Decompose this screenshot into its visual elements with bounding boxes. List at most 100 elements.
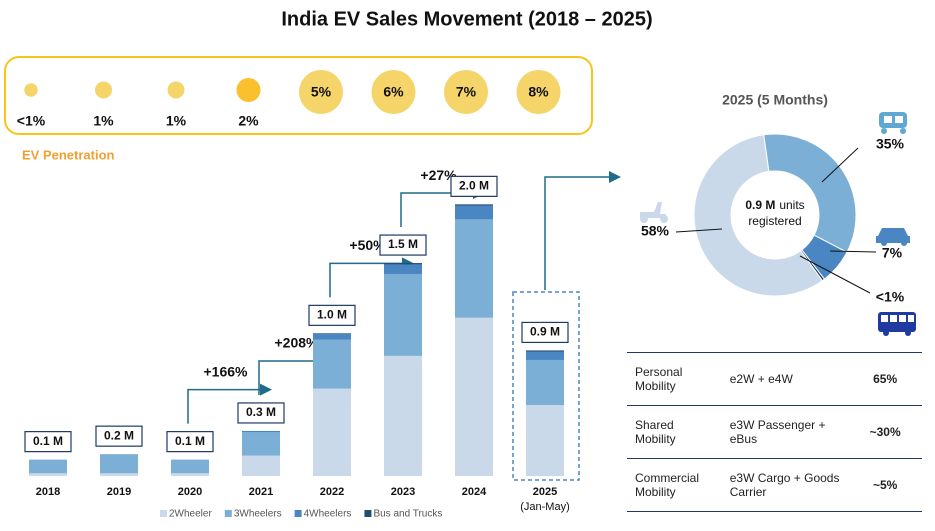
leader-line (821, 147, 859, 183)
donut-center-value: 0.9 M (745, 198, 775, 212)
bar-segment (455, 204, 493, 206)
donut-label: 7% (882, 245, 903, 261)
bar-segment (526, 359, 564, 406)
total-label: 0.1 M (33, 434, 63, 448)
total-label: 0.3 M (246, 405, 276, 419)
legend-swatch (160, 510, 167, 517)
x-tick-label: 2020 (178, 486, 202, 498)
bus-icon (878, 312, 916, 336)
total-label-box (308, 304, 356, 326)
legend-label: 2Wheeler (169, 509, 212, 520)
bar-segment (313, 388, 351, 476)
rickshaw-icon (879, 112, 907, 134)
penetration-title: EV Penetration (22, 147, 115, 162)
table-cell: e3W Cargo + Goods Carrier (721, 458, 849, 512)
donut-arrow (544, 171, 621, 290)
bar-segment (384, 264, 422, 274)
x-tick-label: 2018 (36, 486, 60, 498)
table-cell: Commercial Mobility (627, 458, 722, 512)
x-tick-label: 2021 (249, 486, 273, 498)
bar-segment (100, 473, 138, 476)
growth-label: +166% (204, 363, 249, 379)
bar-segment (100, 454, 138, 474)
growth-label: +50% (349, 237, 386, 253)
mobility-table: Personal Mobility e2W + e4W 65% Shared Mobi… (627, 352, 922, 512)
legend-label: 4Wheelers (304, 509, 352, 520)
bar-segment (242, 432, 280, 456)
penetration-bubble (516, 70, 561, 114)
penetration-bubble (299, 70, 343, 114)
penetration-box (4, 56, 593, 135)
growth-arrow (187, 383, 272, 424)
bar-segment (242, 455, 280, 476)
growth-label: +208% (275, 335, 320, 351)
total-label-box (24, 431, 72, 453)
x-tick-label: 2019 (107, 486, 131, 498)
total-label: 0.1 M (175, 434, 205, 448)
bar-segment (455, 205, 493, 220)
total-label-box (379, 234, 427, 256)
donut-center-text: units (779, 198, 804, 212)
bar-segment (313, 333, 351, 335)
table-cell: e3W Passenger + eBus (721, 405, 849, 459)
legend-label: Bus and Trucks (373, 509, 442, 520)
total-label-box (521, 321, 569, 344)
donut-label: <1% (876, 289, 905, 305)
table-cell: ~5% (848, 458, 922, 512)
penetration-bubble (371, 70, 416, 114)
x-tick-label: 2025 (533, 486, 557, 498)
table-cell: ~30% (848, 405, 922, 459)
total-label: 2.0 M (459, 179, 489, 193)
total-label: 1.5 M (388, 237, 418, 251)
bar-segment (455, 317, 493, 476)
bar-segment (313, 334, 351, 340)
donut-center-text: registered (748, 214, 801, 228)
table-row: Shared Mobility e3W Passenger + eBus ~30% (627, 405, 922, 459)
x-tick-label: 2022 (320, 486, 344, 498)
x-tick-note: (Jan-May) (520, 501, 570, 513)
table-row: Commercial Mobility e3W Cargo + Goods Car… (627, 458, 922, 512)
growth-label: +27% (420, 167, 457, 183)
penetration-label: 6% (383, 84, 404, 100)
total-label: 0.2 M (104, 428, 134, 442)
bar-segment (526, 405, 564, 476)
legend-swatch (294, 510, 302, 517)
total-label-box (166, 431, 214, 453)
penetration-label: 1% (93, 113, 114, 129)
bar-segment (29, 459, 67, 474)
penetration-bubble (444, 70, 488, 114)
page-title: India EV Sales Movement (2018 – 2025) (281, 8, 652, 30)
total-label-box (237, 402, 285, 424)
legend-swatch (364, 510, 372, 517)
legend-swatch (224, 510, 232, 517)
bar-segment (171, 473, 209, 476)
leader-line (829, 250, 877, 253)
bar-segment (242, 430, 280, 433)
donut-label: 35% (876, 136, 905, 152)
leader-line (675, 228, 723, 233)
penetration-label: 2% (238, 113, 259, 129)
bar-segment (384, 263, 422, 265)
bar-segment (526, 350, 564, 352)
penetration-label: 7% (456, 84, 477, 100)
table-cell: Shared Mobility (627, 405, 722, 459)
bar-segment (313, 339, 351, 389)
car-icon (876, 228, 910, 246)
total-label-box (450, 175, 498, 197)
table-cell: 65% (848, 352, 922, 406)
scooter-icon (640, 202, 668, 223)
total-label-box (95, 425, 143, 447)
legend-label: 3Wheelers (234, 509, 282, 520)
total-label: 1.0 M (317, 308, 347, 322)
bar-segment (526, 351, 564, 360)
donut-label: 58% (641, 223, 670, 239)
total-label: 0.9 M (530, 325, 560, 339)
bar-segment (384, 355, 422, 476)
bar-segment (29, 473, 67, 476)
leader-line (799, 255, 871, 294)
bar-segment (171, 459, 209, 474)
donut-center: 0.9 M units (745, 198, 804, 212)
bar-segment (384, 273, 422, 356)
